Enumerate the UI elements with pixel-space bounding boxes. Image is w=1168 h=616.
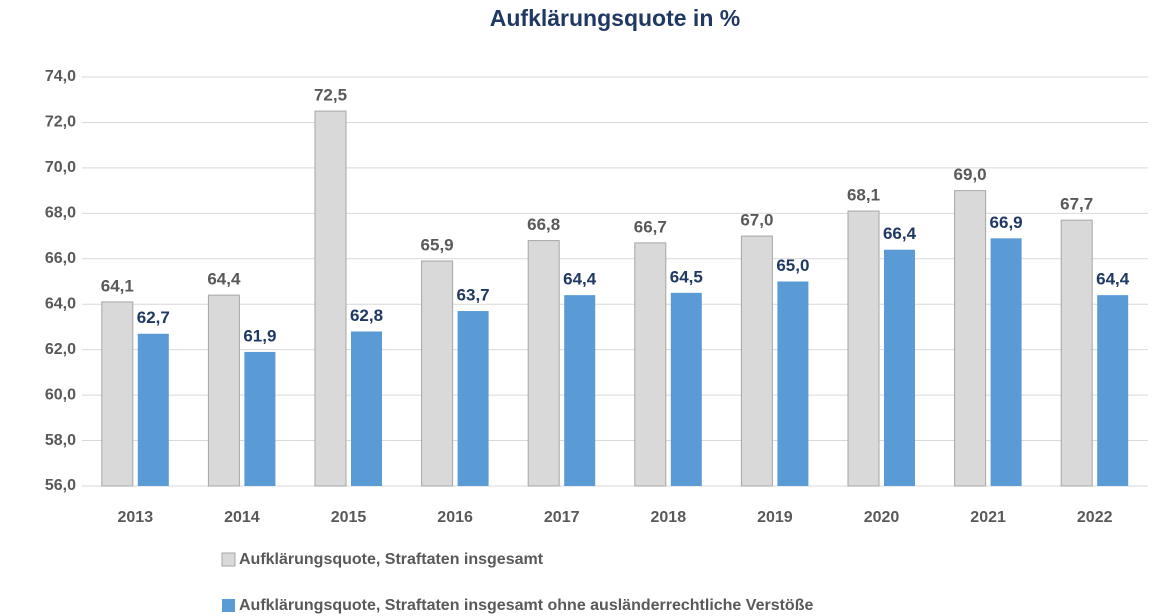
- bar: [670, 292, 702, 486]
- value-label: 68,1: [847, 186, 880, 205]
- value-label: 64,1: [101, 276, 134, 295]
- x-tick-label: 2019: [757, 509, 793, 526]
- value-label: 62,8: [350, 306, 383, 325]
- legend-swatch: [221, 552, 236, 567]
- bar: [847, 210, 880, 487]
- bar: [421, 260, 454, 487]
- x-tick-label: 2021: [970, 509, 1006, 526]
- y-tick-label: 62,0: [45, 341, 76, 358]
- y-tick-label: 66,0: [45, 250, 76, 267]
- value-label: 62,7: [137, 308, 170, 327]
- value-label: 64,5: [670, 267, 703, 286]
- y-tick-label: 74,0: [45, 68, 76, 85]
- value-label: 66,9: [990, 213, 1023, 232]
- value-label: 64,4: [563, 270, 597, 289]
- value-label: 61,9: [243, 326, 276, 345]
- bar: [884, 249, 915, 486]
- legend-label: Aufklärungsquote, Straftaten insgesamt o…: [239, 597, 813, 614]
- y-tick-label: 68,0: [45, 205, 76, 222]
- x-tick-label: 2015: [331, 509, 367, 526]
- bar: [527, 240, 560, 487]
- value-label: 67,7: [1060, 195, 1093, 214]
- bar: [101, 301, 134, 487]
- bar: [634, 242, 667, 487]
- legend-label: Aufklärungsquote, Straftaten insgesamt: [239, 551, 544, 568]
- bar: [207, 294, 240, 487]
- value-label: 64,4: [1096, 270, 1130, 289]
- x-tick-label: 2017: [544, 509, 580, 526]
- chart-title: Aufklärungsquote in %: [490, 5, 740, 31]
- value-label: 67,0: [740, 211, 773, 230]
- x-tick-label: 2014: [224, 509, 260, 526]
- bar: [564, 295, 596, 486]
- bar: [457, 311, 489, 486]
- bar: [990, 238, 1022, 486]
- y-tick-label: 64,0: [45, 295, 76, 312]
- legend-swatch: [222, 599, 235, 612]
- x-tick-label: 2018: [651, 509, 687, 526]
- value-label: 66,4: [883, 224, 917, 243]
- value-label: 66,8: [527, 215, 560, 234]
- bar: [351, 331, 382, 486]
- bar: [954, 190, 987, 487]
- value-label: 64,4: [207, 270, 241, 289]
- bar: [244, 351, 276, 486]
- bar: [740, 235, 773, 487]
- bar: [137, 333, 169, 486]
- bar: [1060, 219, 1093, 487]
- value-label: 65,0: [776, 256, 809, 275]
- x-tick-label: 2016: [437, 509, 473, 526]
- y-tick-label: 72,0: [45, 114, 76, 131]
- bar: [1097, 295, 1129, 486]
- bar: [314, 110, 347, 487]
- bar: [777, 281, 809, 486]
- y-tick-label: 70,0: [45, 159, 76, 176]
- y-tick-label: 60,0: [45, 386, 76, 403]
- value-label: 69,0: [954, 165, 987, 184]
- value-label: 65,9: [421, 236, 454, 255]
- x-tick-label: 2013: [118, 509, 154, 526]
- x-tick-label: 2022: [1077, 509, 1113, 526]
- value-label: 72,5: [314, 86, 347, 105]
- y-tick-label: 56,0: [45, 477, 76, 494]
- value-label: 66,7: [634, 217, 667, 236]
- value-label: 63,7: [457, 286, 490, 305]
- x-tick-label: 2020: [864, 509, 900, 526]
- y-tick-label: 58,0: [45, 432, 76, 449]
